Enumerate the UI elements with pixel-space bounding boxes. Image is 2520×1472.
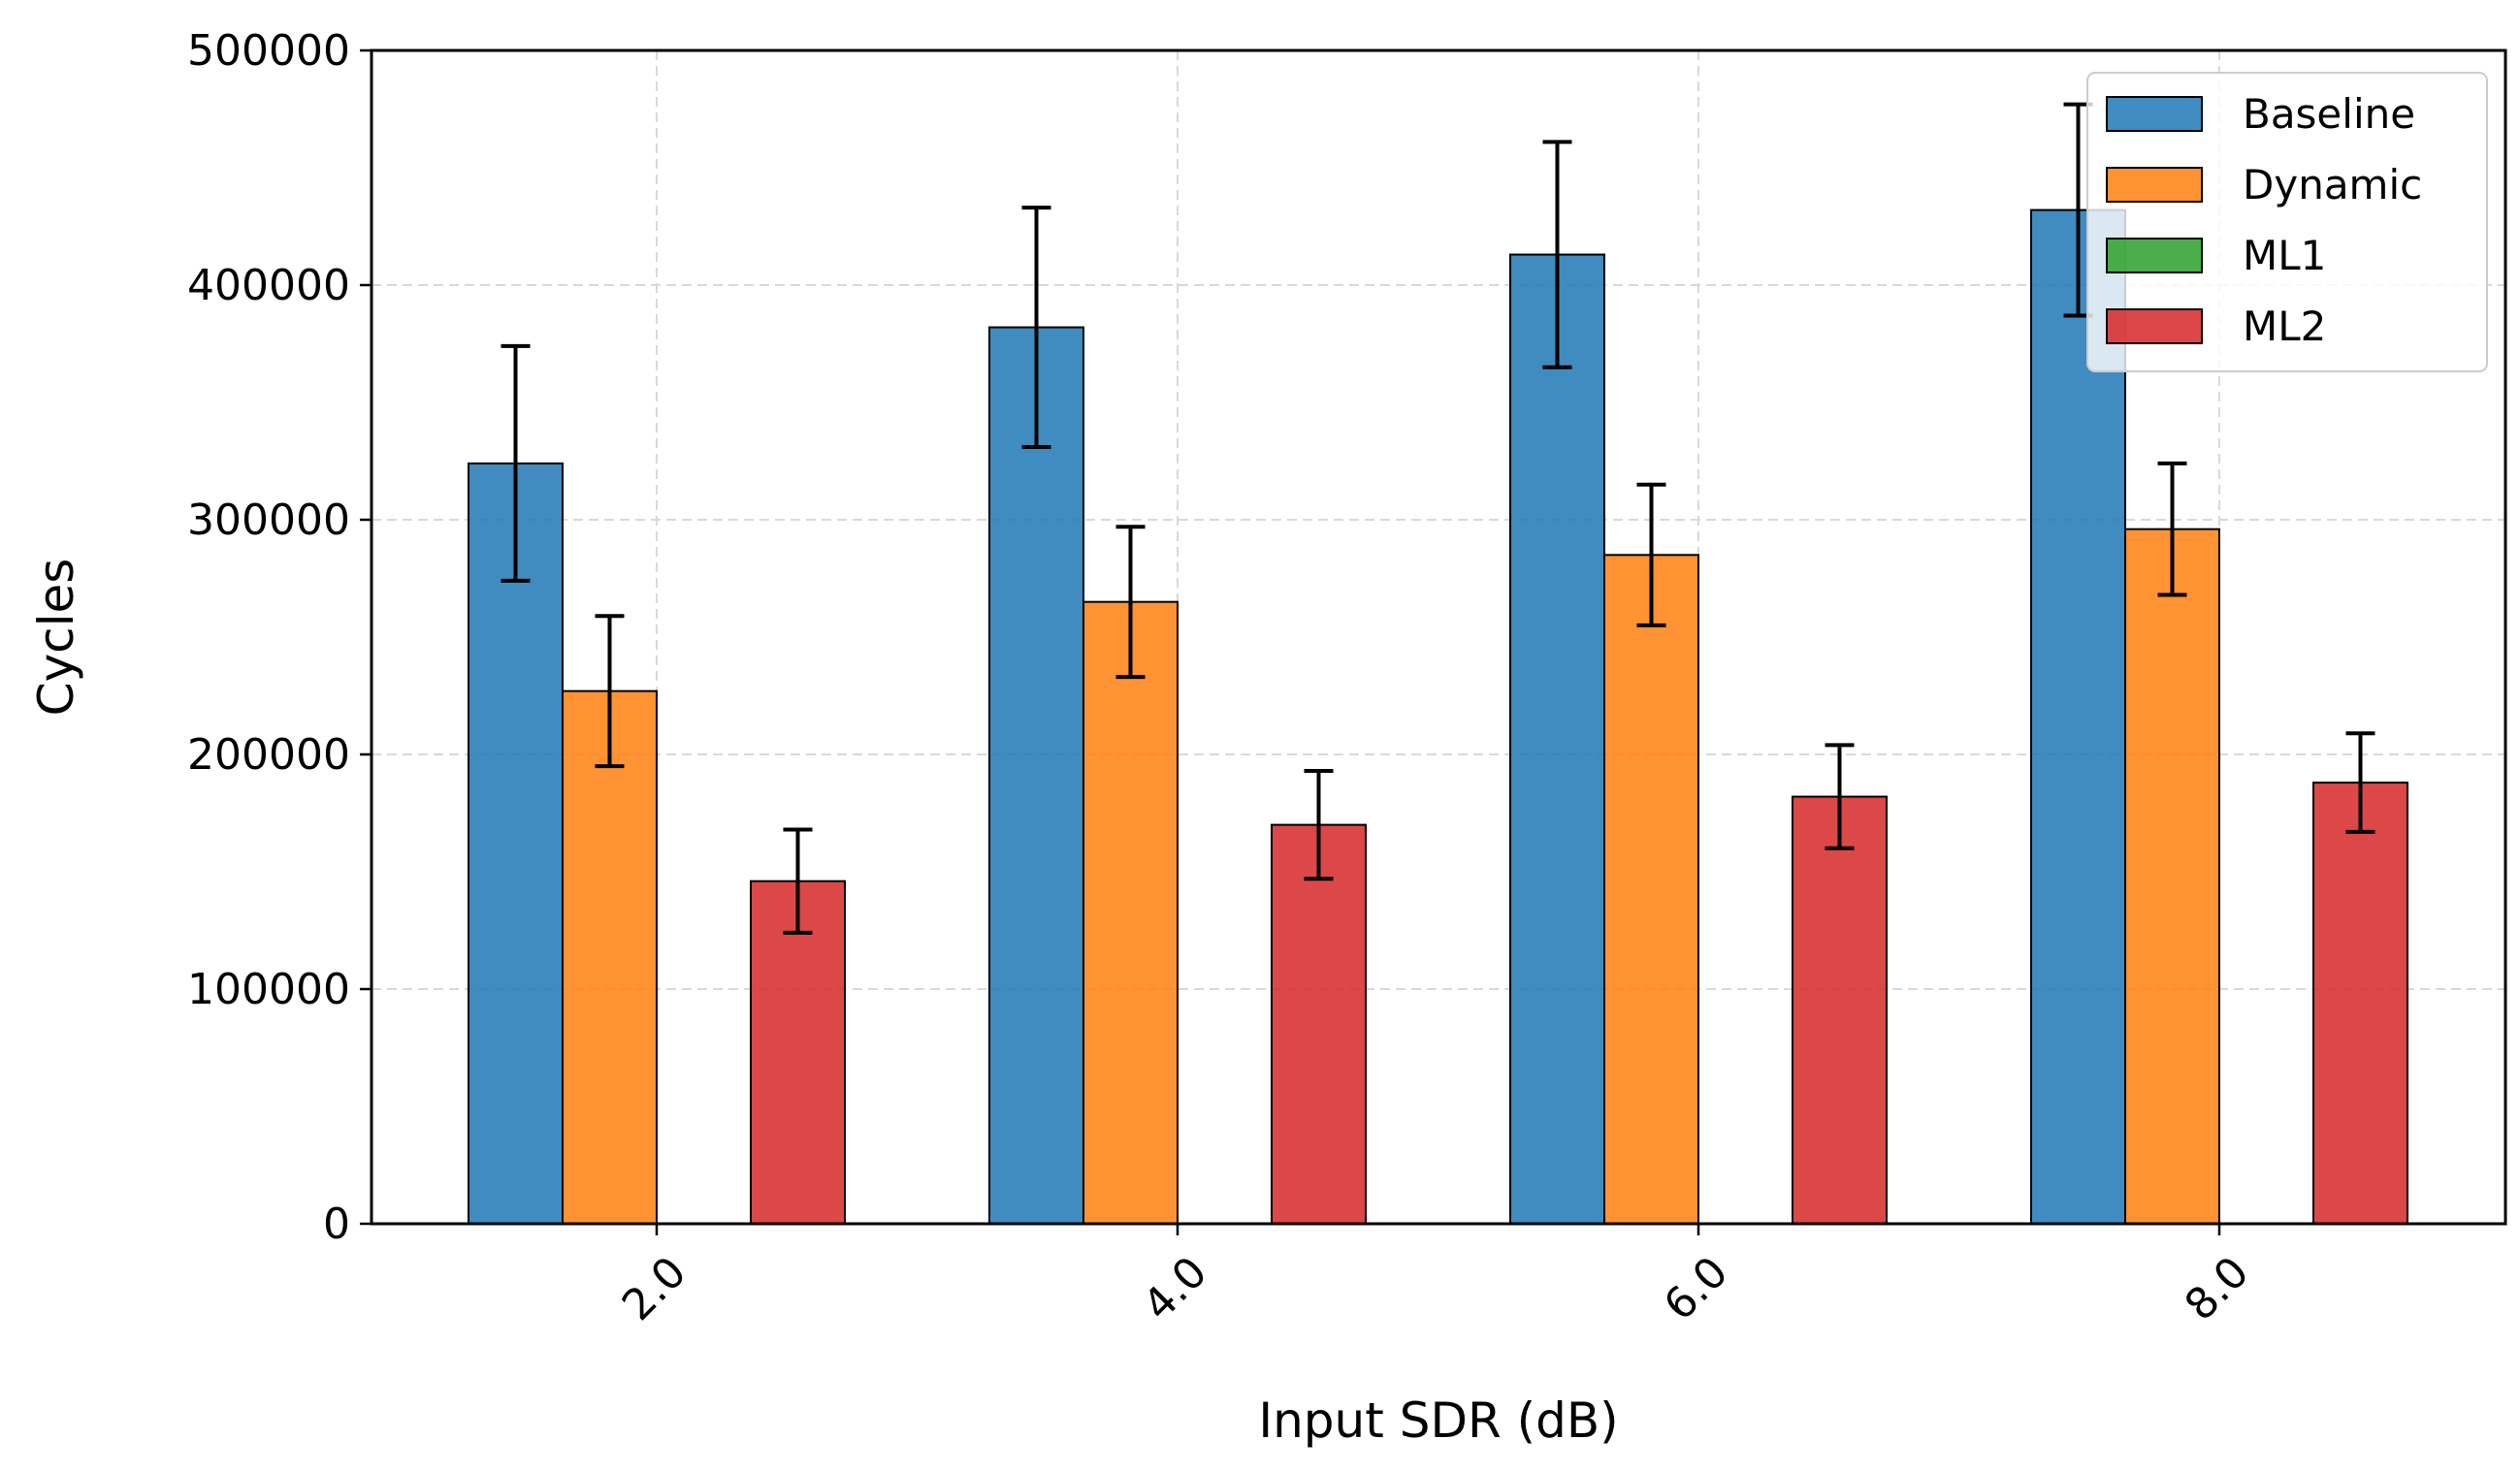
legend-label: ML2 bbox=[2243, 303, 2326, 350]
bar-dynamic bbox=[1082, 600, 1179, 1225]
plot-frame bbox=[370, 48, 2507, 1226]
y-tick-label: 300000 bbox=[187, 496, 350, 545]
legend-swatch bbox=[2106, 167, 2203, 203]
x-axis: 2.0 4.0 6.0 8.0 bbox=[613, 1224, 2259, 1330]
x-tick-label: 6.0 bbox=[1655, 1247, 1738, 1330]
legend-label: Dynamic bbox=[2243, 161, 2422, 208]
legend-swatch bbox=[2106, 238, 2203, 273]
y-tick-label: 0 bbox=[323, 1200, 350, 1249]
bar-dynamic bbox=[562, 689, 658, 1225]
bar-baseline bbox=[2030, 208, 2126, 1225]
y-tick-label: 200000 bbox=[187, 730, 350, 780]
x-tick-label: 4.0 bbox=[1134, 1247, 1217, 1330]
bar-baseline bbox=[1509, 253, 1605, 1226]
legend-box bbox=[2086, 72, 2488, 372]
bar-baseline bbox=[468, 462, 564, 1226]
bar-baseline bbox=[988, 326, 1084, 1225]
x-tick-label: 8.0 bbox=[2176, 1247, 2259, 1330]
legend-label: ML1 bbox=[2243, 232, 2326, 279]
legend-swatch bbox=[2106, 308, 2203, 344]
bar-ml2 bbox=[2312, 782, 2408, 1225]
bar-ml2 bbox=[1271, 823, 1367, 1225]
y-tick-label: 400000 bbox=[187, 261, 350, 310]
bar-ml2 bbox=[750, 880, 846, 1225]
x-tick-label: 2.0 bbox=[613, 1247, 696, 1330]
bar-dynamic bbox=[1603, 554, 1699, 1225]
bars bbox=[468, 208, 2408, 1226]
bar-ml2 bbox=[1792, 795, 1888, 1225]
legend: Baseline Dynamic ML1 ML2 bbox=[2086, 72, 2488, 372]
y-axis: 0 100000 200000 300000 400000 500000 bbox=[187, 26, 372, 1249]
y-tick-label: 500000 bbox=[187, 26, 350, 76]
legend-label: Baseline bbox=[2243, 90, 2415, 138]
legend-swatch bbox=[2106, 96, 2203, 132]
x-axis-title: Input SDR (dB) bbox=[1258, 1392, 1618, 1449]
bar-dynamic bbox=[2124, 528, 2220, 1225]
y-tick-label: 100000 bbox=[187, 965, 350, 1014]
y-axis-title: Cycles bbox=[28, 559, 84, 717]
